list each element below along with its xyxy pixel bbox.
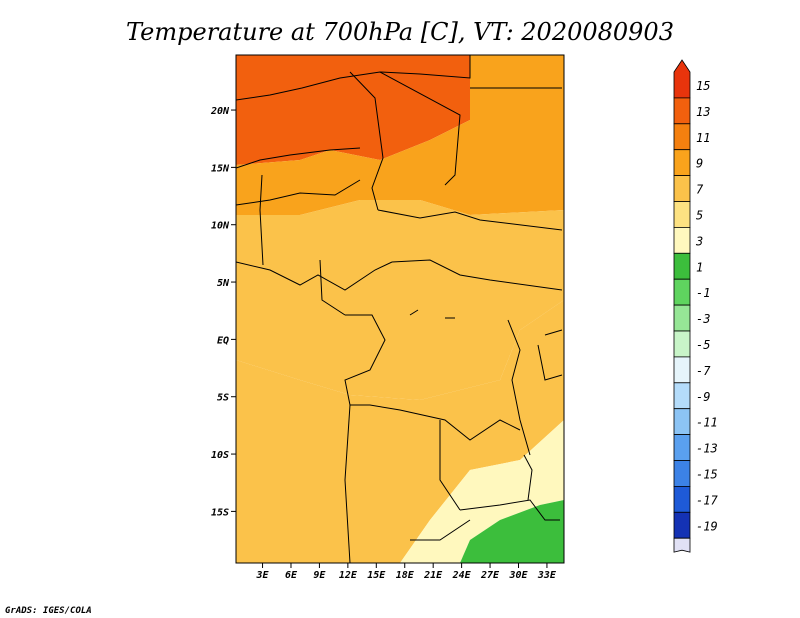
y-tick-label: 15N [211, 163, 230, 174]
x-axis: 3E 6E 9E 12E 15E 18E 21E 24E 27E 30E 33E [256, 563, 557, 581]
chart-title: Temperature at 700hPa [C], VT: 202008090… [126, 18, 674, 46]
colorbar-bottom-arrow [673, 537, 691, 553]
region-fill-malawi-area [460, 500, 564, 563]
colorbar-swatch [673, 356, 691, 384]
colorbar-swatch [673, 278, 691, 306]
region-fill-zambia-plateau [400, 420, 564, 563]
colorbar-tick-label: 3 [695, 234, 703, 248]
colorbar-swatch [673, 304, 691, 332]
colorbar-tick-label: -13 [696, 442, 718, 456]
colorbar-tick-label: 13 [696, 105, 710, 119]
colorbar-tick-label: 9 [696, 157, 703, 171]
colorbar-tick-label: -17 [696, 493, 718, 507]
x-tick-label: 6E [285, 570, 298, 581]
region-fill-sahara-north [236, 55, 470, 165]
colorbar-swatch [673, 485, 691, 513]
x-tick-label: 27E [480, 570, 500, 581]
colorbar: 15 13 11 9 7 5 3 1 -1 -3 -5 -7 -9 -11 -13 -15 -17 -19 [673, 59, 718, 553]
credit-label: GrADS: IGES/COLA [5, 606, 92, 616]
colorbar-swatch [673, 97, 691, 125]
x-tick-label: 33E [537, 570, 557, 581]
y-tick-label: 5N [217, 278, 230, 289]
colorbar-tick-label: -15 [696, 468, 718, 482]
colorbar-tick-label: -1 [696, 286, 710, 300]
y-tick-label: 10N [211, 221, 230, 232]
colorbar-tick-label: 7 [696, 183, 704, 197]
x-tick-label: 30E [508, 570, 528, 581]
x-tick-label: 12E [339, 570, 358, 581]
x-tick-label: 18E [396, 570, 415, 581]
colorbar-tick-label: -3 [696, 312, 710, 326]
colorbar-swatch [673, 252, 691, 280]
colorbar-swatch [673, 460, 691, 487]
y-tick-label: 20N [210, 106, 230, 117]
y-tick-label: 15S [211, 507, 229, 518]
colorbar-swatch [673, 149, 691, 176]
colorbar-tick-label: -19 [696, 519, 718, 533]
region-fill-southern-congo [236, 300, 564, 563]
plot-area [236, 55, 564, 563]
colorbar-tick-label: -9 [696, 390, 710, 404]
colorbar-tick-label: -7 [696, 364, 711, 378]
colorbar-tick-label: -11 [696, 416, 718, 430]
region-fill-central-africa [236, 200, 564, 400]
region-fill-sahel [236, 55, 564, 215]
colorbar-tick-label: 11 [696, 131, 710, 145]
x-tick-label: 21E [423, 570, 443, 581]
plot-frame [235, 54, 565, 564]
x-tick-label: 3E [256, 570, 270, 581]
x-tick-label: 9E [313, 570, 326, 581]
y-tick-label: EQ [217, 335, 229, 346]
colorbar-tick-label: 5 [696, 209, 703, 223]
colorbar-swatch [673, 175, 691, 202]
colorbar-tick-label: 15 [696, 79, 710, 93]
colorbar-top-arrow [673, 59, 691, 99]
colorbar-swatch [673, 382, 691, 410]
temperature-fill-layer [236, 55, 564, 563]
x-tick-label: 15E [367, 570, 386, 581]
country-borders [236, 55, 563, 563]
colorbar-tick-label: 1 [696, 260, 703, 274]
colorbar-tick-label: -5 [696, 338, 710, 352]
x-tick-label: 24E [452, 570, 472, 581]
y-tick-label: 10S [211, 450, 229, 461]
y-tick-label: 5S [217, 393, 229, 404]
colorbar-swatch [673, 201, 691, 228]
colorbar-swatch [673, 408, 691, 436]
colorbar-swatch [673, 330, 691, 358]
colorbar-swatch [673, 511, 691, 539]
y-axis: 20N 15N 10N 5N EQ 5S 10S 15S [210, 106, 236, 518]
colorbar-swatch [673, 123, 691, 151]
colorbar-swatch [673, 434, 691, 461]
colorbar-swatch [673, 226, 691, 254]
